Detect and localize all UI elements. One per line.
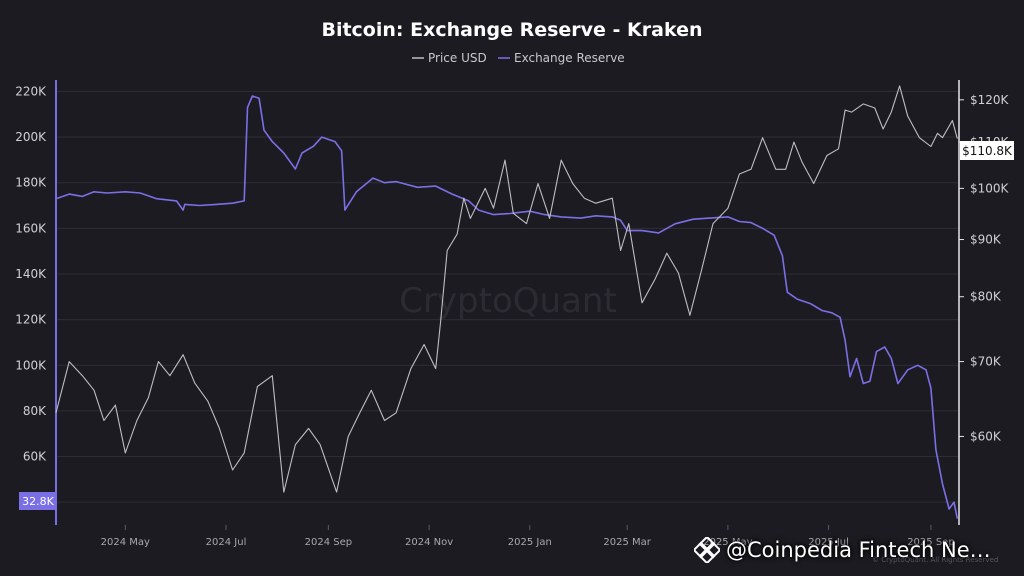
chart-title: Bitcoin: Exchange Reserve - Kraken (321, 19, 702, 41)
x-tick-label: 2025 Mar (603, 537, 651, 548)
x-tick-label: 2025 May (703, 537, 752, 548)
grid (56, 90, 959, 503)
right-tick-label: $100K (970, 181, 1010, 195)
watermark: CryptoQuant (399, 281, 617, 321)
current-price-badge-bg (960, 141, 1014, 160)
series-line-exchange-reserve (55, 95, 959, 519)
series-line-price-usd (55, 85, 958, 493)
current-reserve-badge-bg (19, 492, 56, 510)
x-tick-label: 2025 Sep (907, 537, 954, 548)
right-axis: $60K$70K$80K$90K$100K$110K$120K (959, 93, 1010, 443)
left-tick-label: 160K (15, 221, 47, 235)
credit-text: @Coinpedia Fintech Ne… (726, 538, 991, 562)
x-tick-label: 2024 Sep (305, 537, 352, 548)
right-tick-label: $80K (970, 290, 1002, 304)
current-price-label: $110.8K (962, 144, 1013, 158)
left-tick-label: 180K (15, 176, 47, 190)
coinpedia-logo-icon (694, 537, 720, 563)
left-tick-label: 220K (15, 84, 47, 98)
left-tick-label: 140K (15, 267, 47, 281)
left-tick-label: 100K (15, 358, 47, 372)
left-tick-label: 60K (23, 450, 47, 464)
current-price-badge: $110.8K (960, 141, 1014, 160)
right-tick-label: $60K (970, 429, 1002, 443)
right-tick-label: $70K (970, 355, 1002, 369)
left-tick-label: 80K (23, 404, 47, 418)
current-reserve-label: 32.8K (22, 495, 54, 508)
copyright-notice: © CryptoQuant. All Rights Reserved (872, 556, 998, 564)
right-tick-label: $90K (970, 233, 1002, 247)
x-tick-label: 2024 May (101, 537, 150, 548)
x-axis: 2024 May 2024 Jul 2024 Sep 2024 Nov 2025 Jan… (101, 525, 955, 548)
left-axis: 40K60K80K100K120K140K160K180K200K220K (15, 84, 47, 509)
legend-label-price: Price USD (428, 51, 487, 65)
right-tick-label: $120K (970, 93, 1010, 107)
x-tick-label: 2025 Jan (508, 537, 552, 548)
x-tick-label: 2024 Nov (405, 537, 453, 548)
current-reserve-badge: 32.8K (19, 492, 56, 510)
x-tick-label: 2025 Jul (808, 537, 849, 548)
x-tick-label: 2024 Jul (206, 537, 247, 548)
credit-watermark: @Coinpedia Fintech Ne… (694, 535, 991, 565)
legend: Price USD Exchange Reserve (412, 51, 625, 65)
left-tick-label: 200K (15, 130, 47, 144)
legend-label-reserve: Exchange Reserve (514, 51, 625, 65)
left-tick-label: 120K (15, 313, 47, 327)
